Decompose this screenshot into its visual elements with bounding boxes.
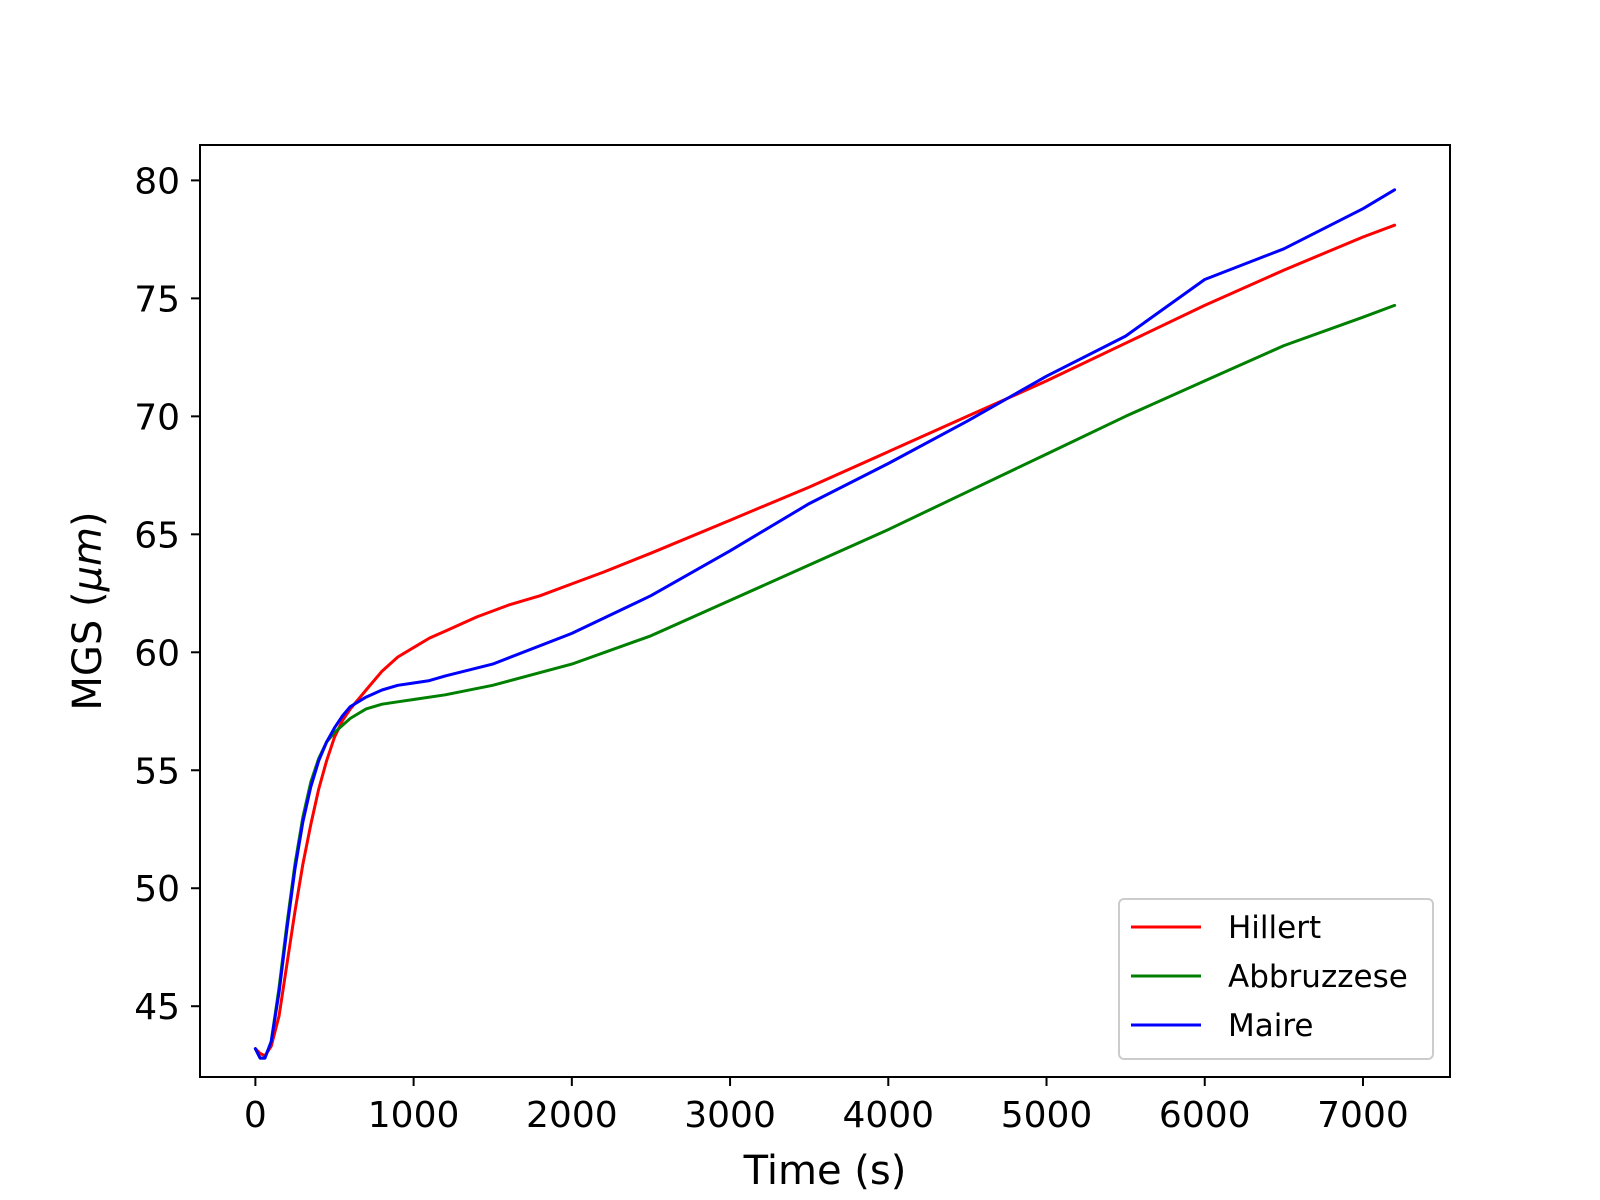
x-tick-label: 0	[244, 1095, 267, 1136]
legend-label-maire: Maire	[1228, 1008, 1314, 1044]
x-tick-label: 4000	[842, 1095, 934, 1136]
y-axis-label-main: MGS (	[65, 591, 111, 710]
y-tick-label: 55	[134, 751, 180, 792]
x-axis: 0 1000 2000 3000 4000 5000 6000 7000	[244, 1077, 1409, 1136]
x-tick-label: 3000	[684, 1095, 776, 1136]
y-tick-label: 45	[134, 987, 180, 1028]
series-layer	[253, 188, 1397, 1060]
y-axis-label-unit: μm	[65, 527, 111, 592]
y-tick-label: 70	[134, 397, 180, 438]
series-line-maire	[253, 188, 1397, 1060]
y-tick-label: 50	[134, 869, 180, 910]
legend-label-abbruzzese: Abbruzzese	[1228, 959, 1408, 995]
x-tick-label: 6000	[1159, 1095, 1251, 1136]
y-tick-label: 75	[134, 279, 180, 320]
y-axis-label: MGS (μm)	[65, 511, 111, 710]
y-tick-label: 65	[134, 515, 180, 556]
y-axis: 45 50 55 60 65 70 75 80	[134, 161, 200, 1028]
legend-box	[1118, 898, 1434, 1060]
x-tick-label: 2000	[526, 1095, 618, 1136]
x-axis-label: Time (s)	[743, 1148, 907, 1194]
x-tick-label: 5000	[1001, 1095, 1093, 1136]
legend-label-hillert: Hillert	[1228, 910, 1321, 946]
y-tick-label: 80	[134, 161, 180, 202]
y-tick-label: 60	[134, 633, 180, 674]
x-tick-label: 1000	[368, 1095, 460, 1136]
series-line-hillert	[253, 223, 1397, 1058]
x-tick-label: 7000	[1317, 1095, 1409, 1136]
legend: Hillert Abbruzzese Maire	[1118, 898, 1434, 1060]
plot-frame	[199, 144, 1451, 1078]
y-axis-label-close: )	[65, 511, 111, 527]
